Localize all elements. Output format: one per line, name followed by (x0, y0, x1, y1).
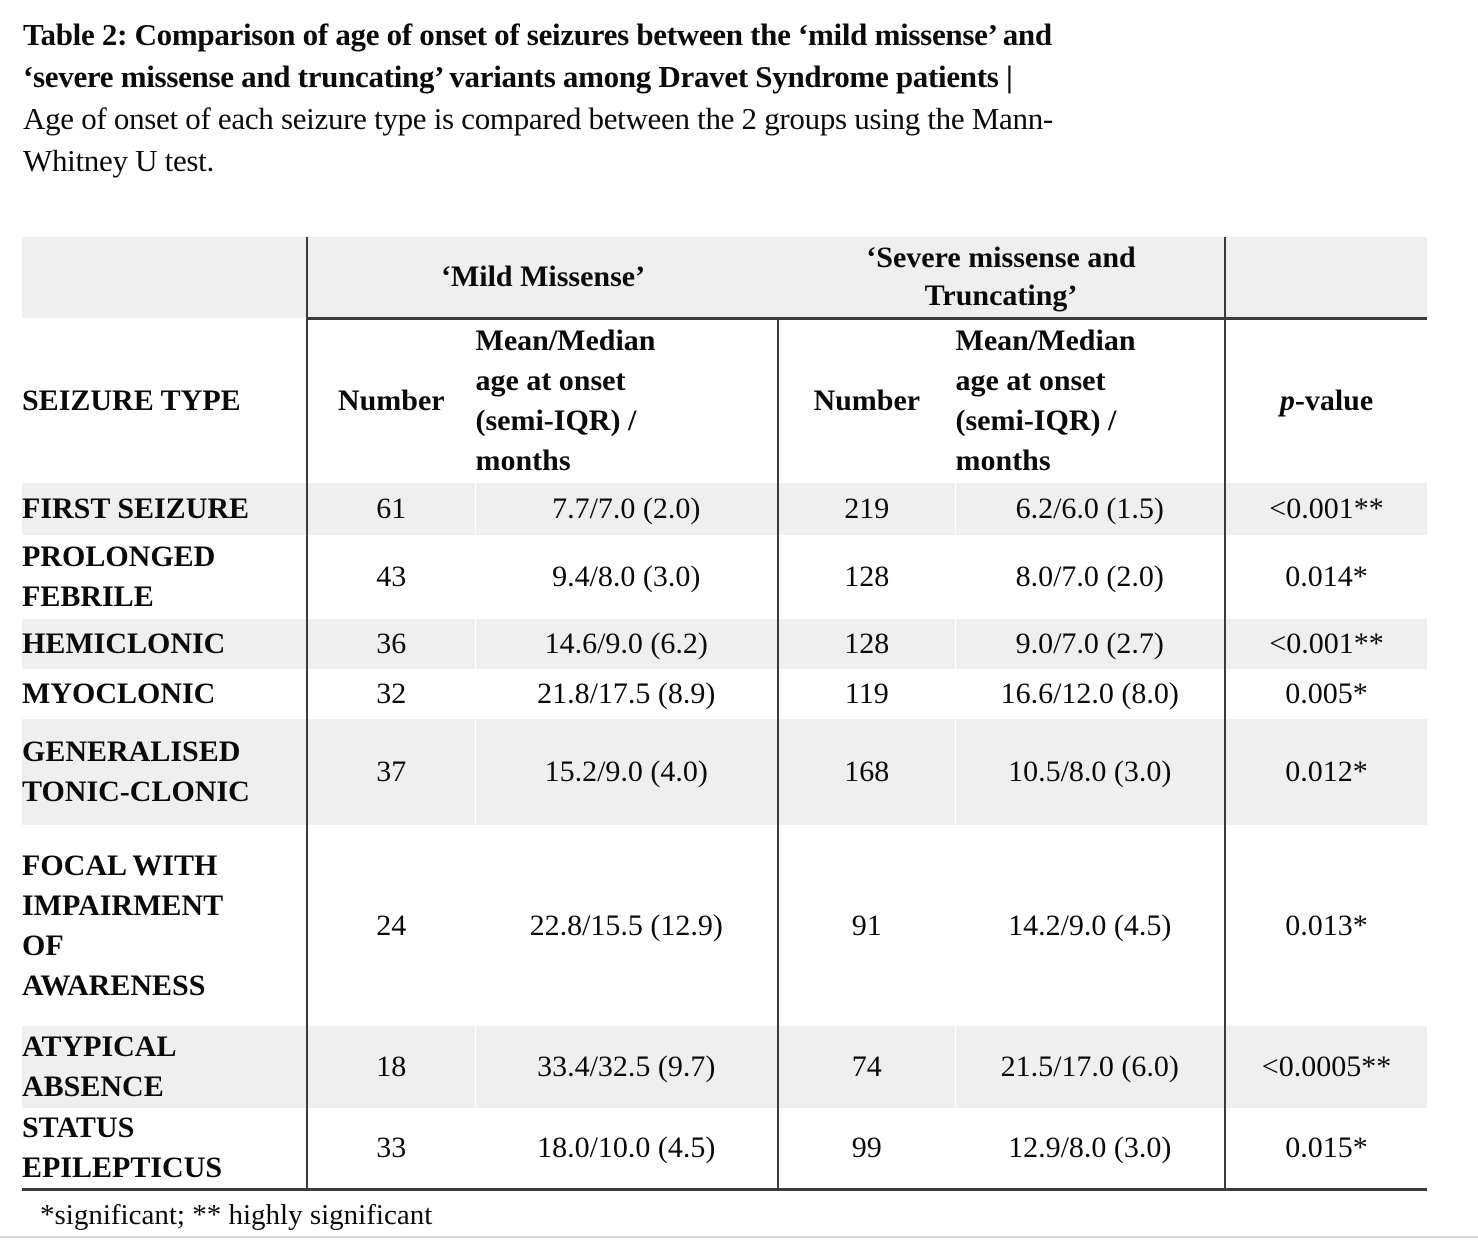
cell-mild-number: 43 (306, 535, 475, 619)
cell-severe-mean: 14.2/9.0 (4.5) (954, 825, 1226, 1026)
row-status-epilepticus: STATUS EPILEPTICUS 33 18.0/10.0 (4.5) 99… (22, 1108, 1428, 1191)
row-hemiclonic: HEMICLONIC 36 14.6/9.0 (6.2) 128 9.0/7.0… (22, 619, 1428, 669)
cell-label: ATYPICAL ABSENCE (22, 1030, 177, 1103)
row-generalised-tonic-clonic: GENERALISED TONIC-CLONIC 37 15.2/9.0 (4.… (22, 719, 1428, 825)
row-prolonged-febrile: PROLONGED FEBRILE 43 9.4/8.0 (3.0) 128 8… (22, 535, 1428, 619)
cell-p-value: 0.012* (1224, 719, 1428, 825)
cell-severe-mean: 12.9/8.0 (3.0) (954, 1108, 1226, 1191)
cell-mild-number: 61 (306, 483, 475, 535)
p-value-rest: -value (1294, 384, 1374, 418)
row-myoclonic: MYOCLONIC 32 21.8/17.5 (8.9) 119 16.6/12… (22, 669, 1428, 719)
cell-severe-number: 91 (777, 825, 956, 1026)
cell-mild-mean: 14.6/9.0 (6.2) (474, 619, 779, 669)
cell-label: MYOCLONIC (22, 677, 216, 710)
cell-severe-number: 168 (777, 719, 956, 825)
blank-header-cell (1224, 237, 1428, 320)
cell-mild-mean: 33.4/32.5 (9.7) (474, 1026, 779, 1108)
col-header-number-mild: Number (306, 318, 475, 483)
cell-severe-number: 74 (777, 1026, 956, 1108)
group-header-severe: ‘Severe missense and Truncating’ (778, 237, 1226, 320)
cell-severe-mean: 8.0/7.0 (2.0) (954, 535, 1226, 619)
cell-mild-mean: 15.2/9.0 (4.0) (474, 719, 779, 825)
cell-severe-mean: 6.2/6.0 (1.5) (954, 483, 1226, 535)
table-footnote: *significant; ** highly significant (40, 1199, 433, 1231)
seizure-comparison-table: ‘Mild Missense’ ‘Severe missense and Tru… (22, 237, 1428, 1191)
cell-mild-mean: 21.8/17.5 (8.9) (474, 669, 779, 719)
row-first-seizure: FIRST SEIZURE 61 7.7/7.0 (2.0) 219 6.2/6… (22, 483, 1428, 535)
blank-header-cell (22, 237, 307, 318)
cell-p-value: <0.001** (1224, 483, 1428, 535)
cell-severe-mean: 9.0/7.0 (2.7) (954, 619, 1226, 669)
cell-label: STATUS EPILEPTICUS (22, 1108, 307, 1191)
page-bottom-divider (0, 1236, 1478, 1238)
cell-label: GENERALISED TONIC-CLONIC (22, 735, 250, 808)
cell-mild-number: 32 (306, 669, 475, 719)
cell-mild-mean: 9.4/8.0 (3.0) (474, 535, 779, 619)
cell-mild-number: 33 (306, 1108, 475, 1191)
col-header-mean-mild: Mean/Median age at onset (semi-IQR) / mo… (474, 318, 779, 483)
cell-mild-mean: 18.0/10.0 (4.5) (474, 1108, 779, 1191)
group-header-mild: ‘Mild Missense’ (305, 237, 779, 320)
cell-mild-number: 37 (306, 719, 475, 825)
cell-mild-number: 24 (306, 825, 475, 1026)
cell-severe-number: 219 (777, 483, 956, 535)
cell-severe-number: 128 (777, 535, 956, 619)
row-focal-with-impairment: FOCAL WITH IMPAIRMENT OF AWARENESS 24 22… (22, 825, 1428, 1026)
col-header-number-severe: Number (777, 318, 956, 483)
cell-severe-mean: 21.5/17.0 (6.0) (954, 1026, 1226, 1108)
row-atypical-absence: ATYPICAL ABSENCE 18 33.4/32.5 (9.7) 74 2… (22, 1026, 1428, 1108)
cell-p-value: <0.0005** (1224, 1026, 1428, 1108)
cell-severe-mean: 16.6/12.0 (8.0) (954, 669, 1226, 719)
p-value-italic: p (1279, 384, 1295, 418)
column-header-row: SEIZURE TYPE Number Mean/Median age at o… (22, 318, 1428, 483)
cell-label: FIRST SEIZURE (22, 492, 250, 525)
cell-p-value: 0.014* (1224, 535, 1428, 619)
page-title: Table 2: Comparison of age of onset of s… (23, 17, 1052, 94)
cell-severe-number: 119 (777, 669, 956, 719)
cell-severe-number: 99 (777, 1108, 956, 1191)
cell-p-value: 0.015* (1224, 1108, 1428, 1191)
table-caption: Table 2: Comparison of age of onset of s… (0, 0, 1478, 182)
group-header-row: ‘Mild Missense’ ‘Severe missense and Tru… (22, 237, 1428, 320)
page-title-note: Age of onset of each seizure type is com… (23, 101, 1053, 178)
cell-severe-mean: 10.5/8.0 (3.0) (954, 719, 1226, 825)
cell-p-value: 0.005* (1224, 669, 1428, 719)
cell-mild-number: 18 (306, 1026, 475, 1108)
col-header-mean-severe: Mean/Median age at onset (semi-IQR) / mo… (954, 318, 1226, 483)
cell-label: PROLONGED FEBRILE (22, 540, 216, 613)
cell-severe-number: 128 (777, 619, 956, 669)
col-header-seizure-type: SEIZURE TYPE (22, 383, 241, 417)
cell-mild-mean: 7.7/7.0 (2.0) (474, 483, 779, 535)
cell-label: FOCAL WITH IMPAIRMENT OF AWARENESS (22, 848, 224, 1002)
cell-mild-number: 36 (306, 619, 475, 669)
col-header-p-value: p-value (1224, 318, 1428, 483)
cell-mild-mean: 22.8/15.5 (12.9) (474, 825, 779, 1026)
cell-label: HEMICLONIC (22, 627, 226, 660)
cell-p-value: <0.001** (1224, 619, 1428, 669)
cell-p-value: 0.013* (1224, 825, 1428, 1026)
